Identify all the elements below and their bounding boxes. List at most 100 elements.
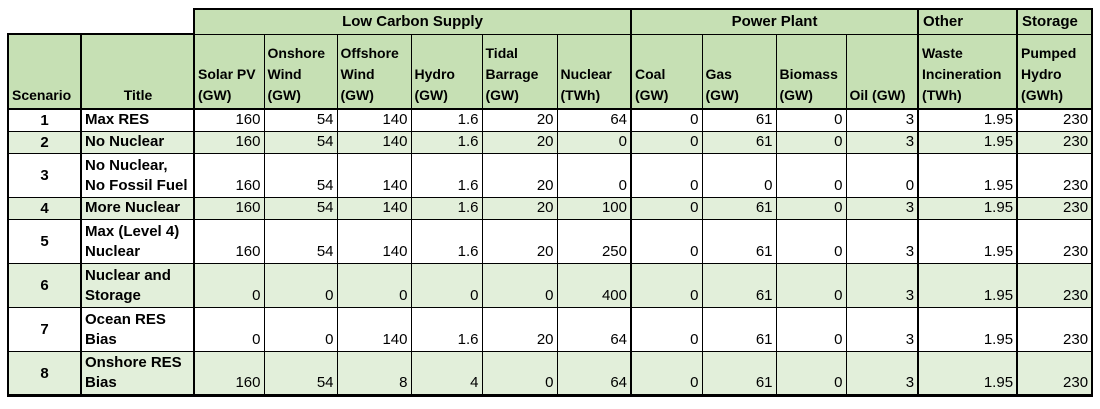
value-cell: 1.6 bbox=[410, 108, 483, 132]
scenario-title-cell: No Nuclear, No Fossil Fuel bbox=[80, 153, 195, 198]
group-header-power-plant: Power Plant bbox=[629, 8, 919, 35]
column-header-title: Title bbox=[80, 33, 195, 110]
scenario-title-cell: No Nuclear bbox=[80, 131, 195, 154]
value-cell: 0 bbox=[775, 153, 847, 198]
scenario-table: Low Carbon Supply Power Plant Other Stor… bbox=[7, 8, 1094, 397]
value-cell: 0 bbox=[481, 263, 558, 308]
column-header-nuclear: Nuclear (TWh) bbox=[556, 33, 632, 110]
value-cell: 140 bbox=[336, 197, 412, 220]
value-cell: 64 bbox=[556, 108, 632, 132]
value-cell: 0 bbox=[775, 307, 847, 352]
value-cell: 20 bbox=[481, 153, 558, 198]
group-header-other: Other bbox=[917, 8, 1018, 35]
value-cell: 54 bbox=[263, 131, 338, 154]
value-cell: 1.6 bbox=[410, 219, 483, 264]
value-cell: 8 bbox=[336, 351, 412, 397]
column-header-waste-incineration: Waste Incineration (TWh) bbox=[917, 33, 1018, 110]
value-cell: 230 bbox=[1016, 108, 1094, 132]
value-cell: 230 bbox=[1016, 197, 1094, 220]
scenario-number-cell: 1 bbox=[7, 108, 82, 132]
value-cell: 230 bbox=[1016, 153, 1094, 198]
value-cell: 1.95 bbox=[917, 108, 1018, 132]
value-cell: 1.95 bbox=[917, 263, 1018, 308]
scenario-number-cell: 6 bbox=[7, 263, 82, 308]
value-cell: 1.95 bbox=[917, 351, 1018, 397]
value-cell: 0 bbox=[775, 108, 847, 132]
column-header-tidal-barrage: Tidal Barrage (GW) bbox=[481, 33, 558, 110]
empty-corner-cell bbox=[8, 9, 194, 34]
scenario-number-cell: 3 bbox=[7, 153, 82, 198]
value-cell: 230 bbox=[1016, 307, 1094, 352]
table-row: 8 Onshore RES Bias 160 54 8 4 0 64 0 61 0 3 1.95 230 bbox=[7, 351, 1094, 397]
scenario-number-cell: 2 bbox=[7, 131, 82, 154]
scenario-number-cell: 8 bbox=[7, 351, 82, 397]
value-cell: 140 bbox=[336, 131, 412, 154]
value-cell: 0 bbox=[630, 108, 703, 132]
column-header-oil: Oil (GW) bbox=[845, 33, 919, 110]
value-cell: 0 bbox=[263, 263, 338, 308]
value-cell: 20 bbox=[481, 197, 558, 220]
value-cell: 230 bbox=[1016, 219, 1094, 264]
value-cell: 3 bbox=[845, 108, 919, 132]
value-cell: 140 bbox=[336, 307, 412, 352]
value-cell: 140 bbox=[336, 219, 412, 264]
group-header-storage: Storage bbox=[1016, 8, 1094, 35]
value-cell: 54 bbox=[263, 108, 338, 132]
value-cell: 0 bbox=[630, 131, 703, 154]
value-cell: 54 bbox=[263, 197, 338, 220]
value-cell: 3 bbox=[845, 131, 919, 154]
value-cell: 54 bbox=[263, 351, 338, 397]
group-header-low-carbon-supply: Low Carbon Supply bbox=[193, 8, 632, 35]
value-cell: 1.95 bbox=[917, 131, 1018, 154]
value-cell: 20 bbox=[481, 131, 558, 154]
column-header-offshore-wind: Offshore Wind (GW) bbox=[336, 33, 412, 110]
value-cell: 160 bbox=[193, 131, 265, 154]
value-cell: 400 bbox=[556, 263, 632, 308]
column-header-row: Scenario Title Solar PV (GW) Onshore Win… bbox=[7, 33, 1094, 110]
value-cell: 0 bbox=[775, 351, 847, 397]
value-cell: 160 bbox=[193, 197, 265, 220]
table-row: 5 Max (Level 4) Nuclear 160 54 140 1.6 20 250 0 6… bbox=[7, 219, 1094, 264]
table-row: 6 Nuclear and Storage 0 0 0 0 0 400 0 61 0 3 1.95 230 bbox=[7, 263, 1094, 308]
value-cell: 0 bbox=[410, 263, 483, 308]
value-cell: 1.95 bbox=[917, 307, 1018, 352]
value-cell: 1.6 bbox=[410, 131, 483, 154]
value-cell: 1.6 bbox=[410, 153, 483, 198]
value-cell: 0 bbox=[701, 153, 777, 198]
value-cell: 0 bbox=[556, 131, 632, 154]
value-cell: 61 bbox=[701, 131, 777, 154]
value-cell: 0 bbox=[630, 351, 703, 397]
value-cell: 0 bbox=[630, 153, 703, 198]
value-cell: 1.6 bbox=[410, 307, 483, 352]
value-cell: 140 bbox=[336, 108, 412, 132]
value-cell: 61 bbox=[701, 263, 777, 308]
column-header-onshore-wind: Onshore Wind (GW) bbox=[263, 33, 338, 110]
scenario-number-cell: 7 bbox=[7, 307, 82, 352]
value-cell: 0 bbox=[775, 131, 847, 154]
value-cell: 160 bbox=[193, 108, 265, 132]
value-cell: 0 bbox=[193, 307, 265, 352]
column-header-gas: Gas (GW) bbox=[701, 33, 777, 110]
value-cell: 61 bbox=[701, 197, 777, 220]
column-header-scenario: Scenario bbox=[7, 33, 82, 110]
table-body: 1 Max RES 160 54 140 1.6 20 64 0 61 0 3 1.95 230 2 No N… bbox=[7, 108, 1094, 397]
value-cell: 0 bbox=[630, 307, 703, 352]
value-cell: 0 bbox=[193, 263, 265, 308]
value-cell: 1.95 bbox=[917, 197, 1018, 220]
table-row: 4 More Nuclear 160 54 140 1.6 20 100 0 61 0 3 1.95 23… bbox=[7, 197, 1094, 220]
value-cell: 1.6 bbox=[410, 197, 483, 220]
value-cell: 230 bbox=[1016, 263, 1094, 308]
column-header-biomass: Biomass (GW) bbox=[775, 33, 847, 110]
table-row: 2 No Nuclear 160 54 140 1.6 20 0 0 61 0 3 1.95 230 bbox=[7, 131, 1094, 154]
value-cell: 230 bbox=[1016, 351, 1094, 397]
value-cell: 3 bbox=[845, 263, 919, 308]
scenario-title-cell: More Nuclear bbox=[80, 197, 195, 220]
value-cell: 64 bbox=[556, 307, 632, 352]
value-cell: 20 bbox=[481, 307, 558, 352]
value-cell: 160 bbox=[193, 219, 265, 264]
value-cell: 0 bbox=[775, 219, 847, 264]
table-row: 7 Ocean RES Bias 0 0 140 1.6 20 64 0 61 0 3 1.95 230 bbox=[7, 307, 1094, 352]
table-row: 3 No Nuclear, No Fossil Fuel 160 54 140 1.6 20… bbox=[7, 153, 1094, 198]
value-cell: 140 bbox=[336, 153, 412, 198]
value-cell: 100 bbox=[556, 197, 632, 220]
